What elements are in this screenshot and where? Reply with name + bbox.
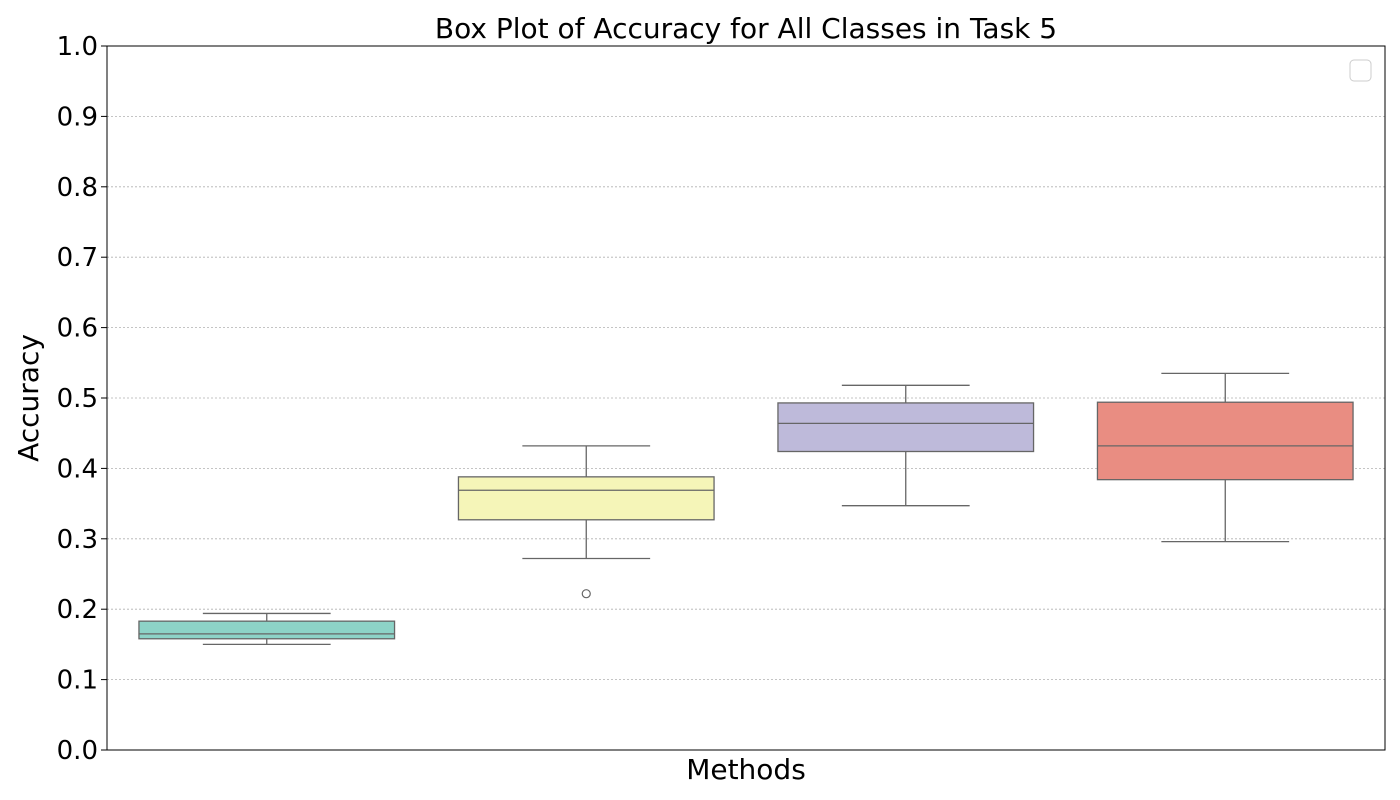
box-3 [777, 384, 1035, 507]
boxes-group [138, 372, 1354, 646]
y-tick-label: 0.6 [57, 314, 98, 344]
y-tick-label: 0.4 [57, 454, 98, 484]
y-tick-label: 0.3 [57, 525, 98, 555]
box-body [1096, 401, 1354, 481]
x-axis-label: Methods [686, 753, 806, 786]
box-2 [457, 445, 715, 599]
y-axis-label: Accuracy [12, 334, 45, 462]
y-tick-label: 0.0 [57, 736, 98, 766]
box-body [777, 402, 1035, 453]
y-tick-label: 0.5 [57, 384, 98, 414]
outlier-point [581, 589, 591, 599]
box-body [138, 620, 396, 640]
y-tick-label: 0.8 [57, 173, 98, 203]
box-body [457, 476, 715, 521]
y-tick-label: 0.2 [57, 595, 98, 625]
box-4 [1096, 372, 1354, 543]
y-axis-ticks: 0.0 0.1 0.2 0.3 0.4 0.5 0.6 0.7 0.8 0.9 1.0 [57, 32, 107, 766]
legend-box [1349, 59, 1372, 82]
y-tick-label: 0.7 [57, 243, 98, 273]
box-1 [138, 612, 396, 646]
y-tick-label: 1.0 [57, 32, 98, 62]
grid-lines [107, 116, 1385, 680]
y-tick-label: 0.1 [57, 666, 98, 696]
y-tick-label: 0.9 [57, 102, 98, 132]
chart-title: Box Plot of Accuracy for All Classes in … [435, 12, 1057, 45]
